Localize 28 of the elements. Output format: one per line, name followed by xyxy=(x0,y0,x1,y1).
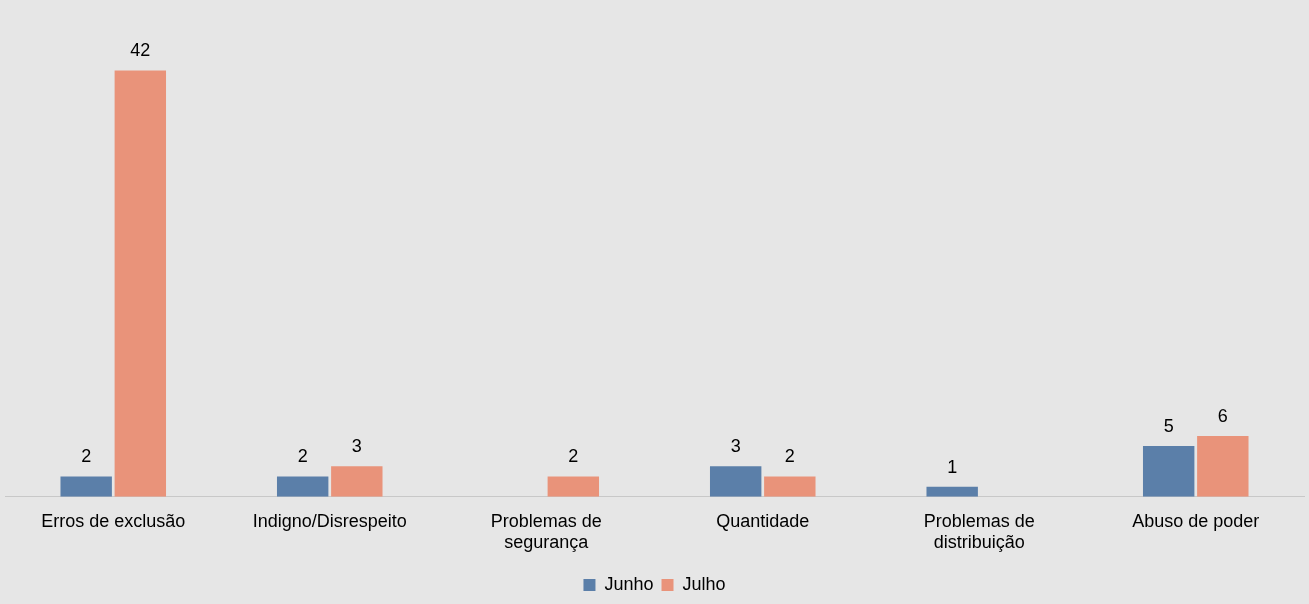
bar xyxy=(114,70,167,497)
bar xyxy=(709,466,762,497)
data-label: 2 xyxy=(81,446,92,467)
bar xyxy=(1142,446,1195,497)
data-label: 5 xyxy=(1163,416,1174,437)
data-label: 6 xyxy=(1217,405,1228,426)
x-tick-label: Problemas de distribuição xyxy=(923,510,1035,553)
bar xyxy=(547,476,600,497)
x-tick-label: Indigno/Disrespeito xyxy=(252,510,407,531)
bar xyxy=(331,466,383,497)
bar xyxy=(926,486,978,497)
data-label: 42 xyxy=(130,40,151,61)
bar xyxy=(60,476,112,497)
data-label: 2 xyxy=(784,446,795,467)
legend-label: Junho xyxy=(604,573,654,594)
data-label: 2 xyxy=(297,446,308,467)
legend-label: Julho xyxy=(682,573,726,594)
bar xyxy=(764,476,816,497)
data-label: 1 xyxy=(947,456,958,477)
bar xyxy=(1197,435,1249,497)
data-label: 3 xyxy=(351,436,362,457)
x-tick-label: Erros de exclusão xyxy=(41,510,186,531)
x-tick-label: Quantidade xyxy=(716,510,810,531)
bar xyxy=(276,476,329,497)
data-label: 2 xyxy=(568,446,579,467)
x-tick-label: Problemas de segurança xyxy=(490,510,602,553)
x-tick-label: Abuso de poder xyxy=(1132,510,1260,531)
data-label: 3 xyxy=(730,436,741,457)
